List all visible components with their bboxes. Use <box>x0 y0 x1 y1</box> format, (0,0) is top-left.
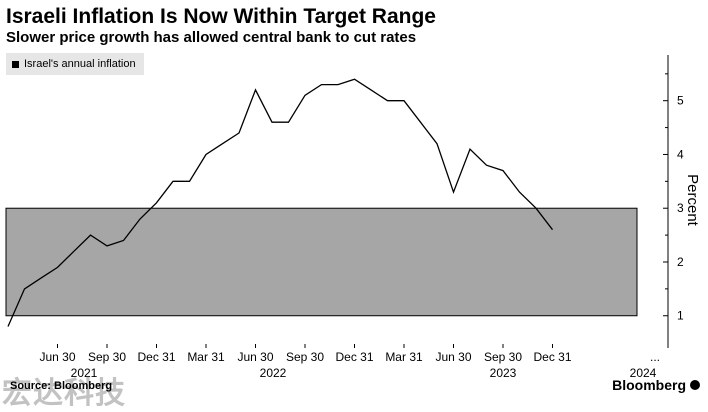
x-tick-label: Jun 30 <box>39 350 75 364</box>
y-tick-label: 5 <box>677 94 684 108</box>
x-tick-label: Sep 30 <box>88 350 126 364</box>
x-tick-label: Dec 31 <box>335 350 373 364</box>
bloomberg-logo: Bloomberg <box>612 377 700 393</box>
x-tick-label: Dec 31 <box>533 350 571 364</box>
x-year-label: 2022 <box>260 366 287 380</box>
bloomberg-mark-icon <box>690 380 700 390</box>
legend: Israel's annual inflation <box>6 53 144 75</box>
x-tick-label: Mar 31 <box>385 350 423 364</box>
x-tick-label: Jun 30 <box>237 350 273 364</box>
legend-swatch <box>12 61 19 68</box>
x-tick-label: Dec 31 <box>137 350 175 364</box>
y-tick-label: 3 <box>677 201 684 215</box>
y-tick-label: 1 <box>677 309 684 323</box>
x-year-label: 2023 <box>490 366 517 380</box>
x-tick-label: Mar 31 <box>187 350 225 364</box>
x-tick-label: Sep 30 <box>484 350 522 364</box>
source-note: Source: Bloomberg <box>10 380 112 392</box>
target-band <box>6 208 637 316</box>
x-tick-label: ... <box>650 350 660 364</box>
legend-label: Israel's annual inflation <box>24 58 136 70</box>
y-tick-label: 4 <box>677 147 684 161</box>
brand-name: Bloomberg <box>612 377 686 393</box>
y-tick-label: 2 <box>677 255 684 269</box>
x-tick-label: Sep 30 <box>286 350 324 364</box>
x-tick-label: Jun 30 <box>435 350 471 364</box>
y-axis-label: Percent <box>684 174 701 227</box>
